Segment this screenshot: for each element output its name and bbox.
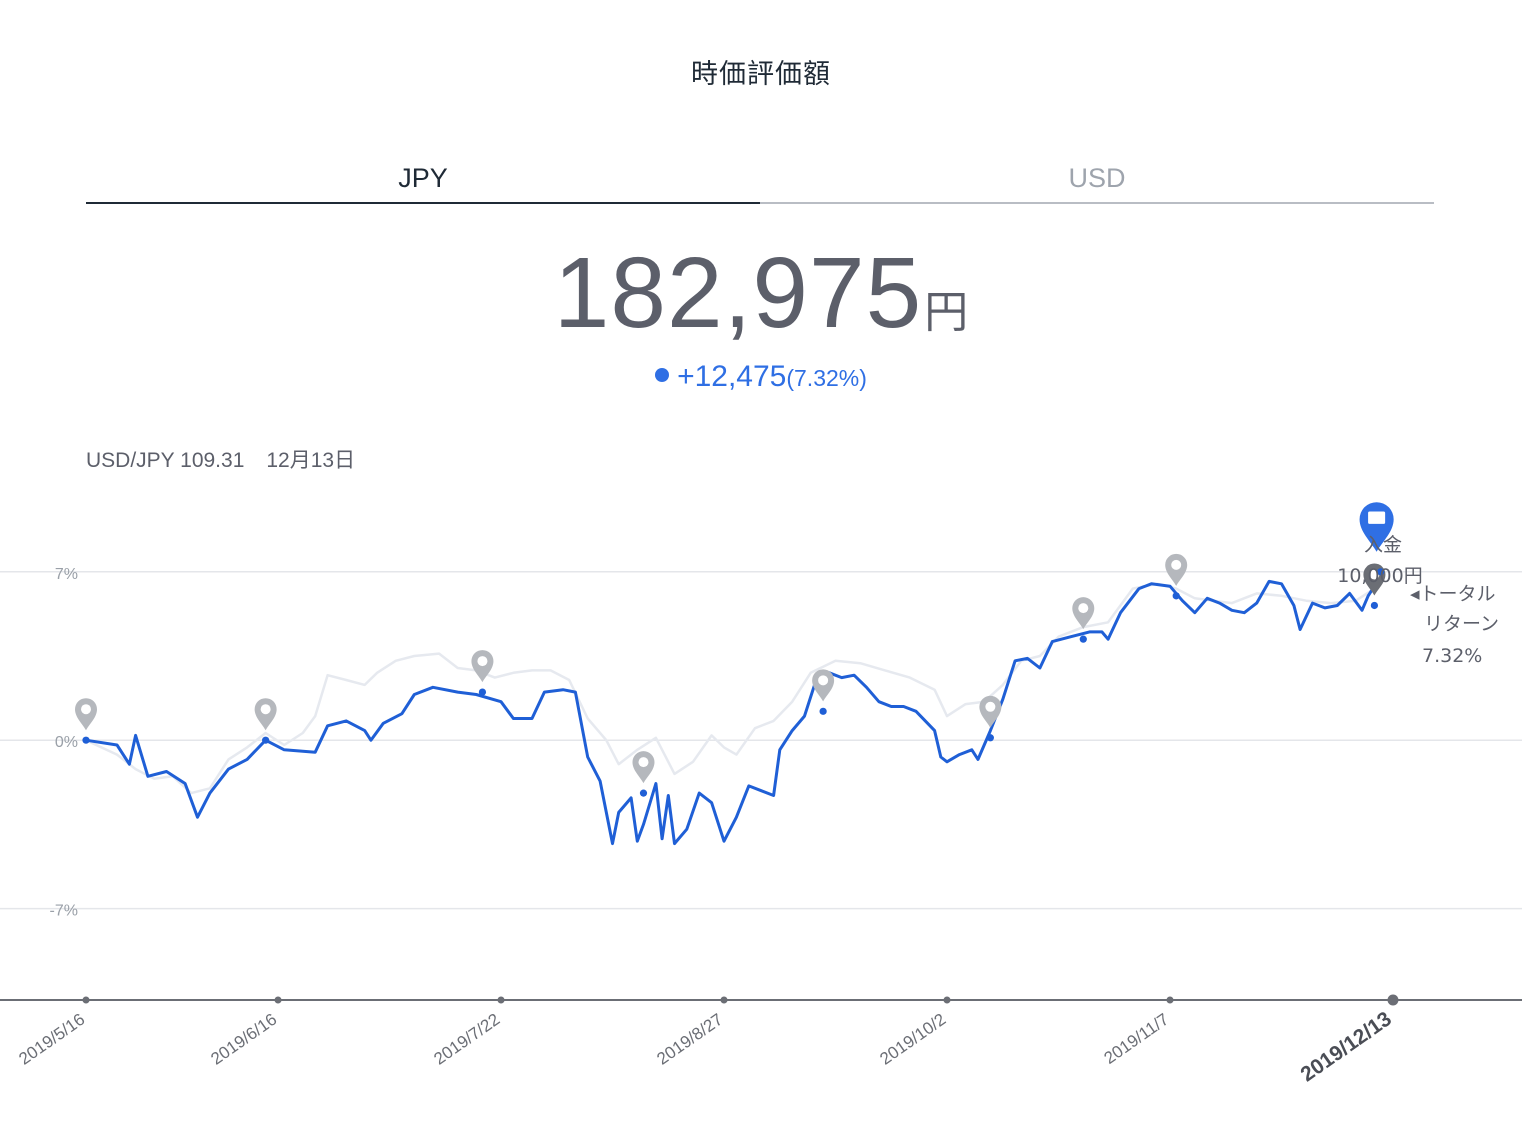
page-title: 時価評価額 [691,59,831,90]
series-line-benchmark [84,582,1376,795]
marker-pin-hole [1078,603,1089,614]
y-tick-label: 7% [55,566,78,583]
marker-pin-icon [1165,553,1188,586]
x-tick-dot [82,996,90,1004]
tab-usd[interactable]: USD [760,150,1434,204]
marker-pin-hole [638,757,649,768]
marker-pin-icon [471,650,494,683]
total-return-label: ◂トータル [1410,583,1496,605]
x-tick-label-selected: 2019/12/13 [1297,1007,1396,1086]
marker-pin-icon [979,695,1002,728]
x-tick-label: 2019/5/16 [15,1010,88,1069]
data-point [986,734,994,742]
x-tick-label: 2019/6/16 [207,1010,280,1069]
tab-jpy[interactable]: JPY [86,150,760,204]
x-tick-label: 2019/8/27 [653,1010,726,1069]
marker-pin-icon [1072,597,1095,630]
currency-tabs: JPY USD [86,150,1434,204]
marker-pin-hole [818,675,829,686]
x-tick-dot [943,996,951,1004]
data-point [1079,635,1087,643]
deposit-pin-shape [1359,502,1394,552]
x-tick-dot [1166,996,1174,1004]
y-tick-label: 0% [55,734,78,751]
total-return-value: 7.32% [1422,645,1482,667]
y-tick-label: -7% [50,903,78,920]
data-point [1377,568,1385,576]
deposit-pin-glyph [1368,511,1386,524]
fx-rate-label: USD/JPY 109.31 [86,449,245,472]
x-tick-label: 2019/7/22 [430,1010,503,1069]
marker-pin-icon [75,698,97,731]
marker-pin-hole [1171,559,1182,570]
marker-pin-hole [260,704,271,715]
marker-pin-icon [812,669,835,702]
deposit-amount-label: 10,000円 [1337,565,1422,587]
marker-pin-hole [477,656,488,667]
marker-pin-hole [81,704,91,715]
x-tick-label: 2019/11/7 [1100,1010,1172,1068]
x-tick-label: 2019/10/2 [876,1010,949,1069]
total-value-amount: 182,975 [553,237,923,349]
total-value-unit: 円 [924,288,969,337]
data-point [82,736,90,744]
total-value: 182,975円 [0,236,1522,351]
total-change: +12,475(7.32%) [0,360,1522,394]
marker-pin-hole [985,701,996,712]
total-return-label-2: リターン [1424,613,1499,635]
x-tick-dot [1387,994,1399,1006]
x-tick-dot [497,996,505,1004]
marker-pin-icon [632,751,655,784]
x-tick-dot [720,996,728,1004]
fx-rate-date: 12月13日 [266,449,356,472]
x-tick-dot [274,996,282,1004]
fx-rate: USD/JPY 109.31 12月13日 [86,444,355,474]
data-point [478,688,487,696]
change-dot-icon [655,368,670,382]
deposit-pin-icon [1359,502,1394,552]
data-point [1370,601,1379,610]
data-point [819,707,827,715]
marker-pin-hole [1369,569,1380,580]
change-amount: +12,475 [677,360,787,393]
series-line-main [84,579,1376,846]
data-point [262,736,270,744]
marker-pin-icon [254,698,277,731]
change-percent: (7.32%) [786,365,867,391]
data-point [1172,592,1180,600]
data-point [639,789,648,797]
deposit-label: 入金 [1364,534,1402,556]
